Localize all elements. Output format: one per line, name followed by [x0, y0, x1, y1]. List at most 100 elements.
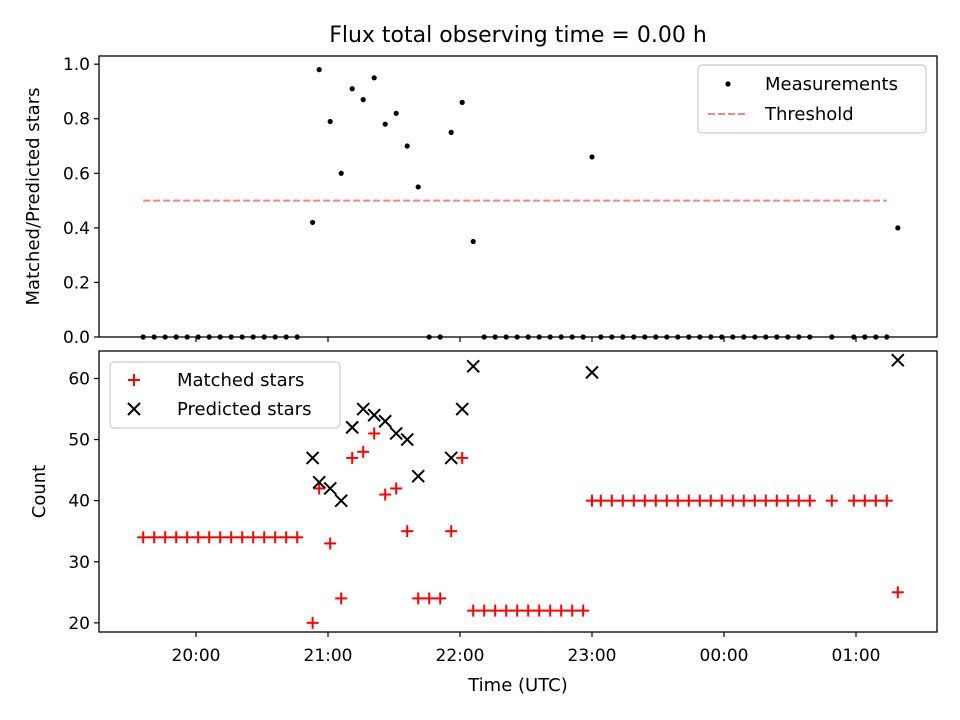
matched-star-point	[704, 494, 717, 507]
matched-star-point	[236, 531, 249, 544]
matched-star-point	[225, 531, 238, 544]
matched-star-point	[346, 451, 359, 464]
measurement-point	[459, 99, 465, 105]
count-marks	[137, 353, 905, 629]
matched-star-point	[660, 494, 673, 507]
matched-star-point	[858, 494, 871, 507]
ratio-y-tick-label: 0.6	[63, 164, 90, 184]
matched-star-point	[594, 494, 607, 507]
ratio-x-ticks	[195, 337, 857, 342]
matched-star-point	[137, 531, 150, 544]
count-y-axis-label: Count	[29, 465, 50, 518]
matched-star-point	[803, 494, 816, 507]
matched-star-point	[847, 494, 860, 507]
matched-star-point	[445, 525, 458, 538]
matched-star-point	[671, 494, 684, 507]
matched-star-point	[368, 427, 381, 440]
matched-star-point	[324, 537, 337, 550]
predicted-star-point	[389, 426, 403, 441]
matched-star-point	[577, 604, 590, 617]
predicted-star-point	[411, 469, 425, 483]
measurement-point	[316, 67, 322, 73]
measurement-point	[404, 143, 410, 149]
matched-star-point	[379, 488, 392, 501]
matched-star-point	[148, 531, 161, 544]
count-y-tick-label: 40	[68, 492, 90, 512]
matched-star-point	[291, 531, 304, 544]
x-tick-label: 22:00	[436, 646, 485, 666]
matched-star-point	[792, 494, 805, 507]
predicted-star-point	[345, 420, 359, 435]
matched-star-point	[825, 494, 838, 507]
matched-star-point	[555, 604, 568, 617]
matched-star-point	[258, 531, 271, 544]
predicted-star-point	[585, 365, 599, 380]
chart-title: Flux total observing time = 0.00 h	[329, 23, 707, 48]
matched-star-point	[192, 531, 205, 544]
measurement-point	[589, 154, 595, 160]
measurement-point	[310, 219, 316, 226]
matched-star-point	[627, 494, 640, 507]
matched-star-point	[335, 592, 348, 605]
predicted-star-point	[312, 475, 326, 490]
matched-star-point	[159, 531, 172, 544]
legend-predicted-label: Predicted stars	[177, 399, 311, 420]
ratio-y-axis-label: Matched/Predicted stars	[23, 88, 44, 306]
count-y-ticks: 20 30 40 50 60	[68, 369, 99, 634]
matched-star-point	[412, 592, 425, 605]
matched-star-point	[313, 482, 326, 495]
matched-star-point	[434, 592, 447, 605]
matched-star-point	[269, 531, 282, 544]
predicted-star-point	[378, 414, 392, 428]
matched-star-point	[682, 494, 695, 507]
matched-star-point	[214, 531, 227, 544]
matched-star-point	[357, 445, 370, 458]
count-y-tick-label: 60	[68, 369, 90, 389]
predicted-star-point	[444, 451, 458, 465]
count-x-ticks: 20:00 21:00 22:00 23:00 00:00 01:00	[172, 632, 881, 666]
matched-star-point	[306, 616, 319, 629]
matched-star-point	[390, 482, 403, 495]
matched-star-point	[533, 604, 546, 617]
x-tick-label: 00:00	[700, 646, 749, 666]
predicted-star-point	[323, 481, 337, 496]
matched-star-point	[869, 494, 882, 507]
x-tick-label: 21:00	[304, 646, 353, 666]
measurement-point	[415, 184, 421, 190]
matched-star-point	[522, 604, 535, 617]
count-plot-frame	[98, 350, 938, 633]
matched-star-point	[616, 494, 629, 507]
legend-matched-label: Matched stars	[177, 370, 304, 391]
measurement-point	[360, 97, 366, 103]
matched-star-point	[489, 604, 502, 617]
count-y-tick-label: 30	[68, 553, 90, 573]
predicted-star-point	[356, 402, 370, 416]
matched-star-point	[401, 525, 414, 538]
legend-matched-marker	[128, 374, 140, 386]
matched-star-point	[500, 604, 513, 617]
matched-star-point	[247, 531, 260, 544]
ratio-y-tick-label: 0.4	[63, 219, 90, 239]
measurement-point	[448, 129, 454, 135]
matched-star-point	[478, 604, 491, 617]
legend-predicted-marker	[127, 402, 141, 416]
measurement-point	[349, 86, 355, 92]
matched-star-point	[605, 494, 618, 507]
predicted-star-point	[305, 451, 320, 465]
measurement-point	[895, 225, 901, 231]
ratio-y-tick-label: 0.8	[63, 110, 90, 130]
count-y-tick-label: 20	[68, 614, 90, 634]
predicted-star-point	[367, 408, 381, 422]
matched-star-point	[748, 494, 761, 507]
predicted-star-point	[891, 353, 905, 367]
measurement-point	[338, 170, 344, 176]
legend-threshold-label: Threshold	[764, 104, 854, 125]
legend-measurements-marker	[725, 81, 731, 87]
measurement-point	[393, 110, 399, 116]
matched-star-point	[203, 531, 216, 544]
matched-star-point	[737, 494, 750, 507]
matched-star-point	[423, 592, 436, 605]
predicted-star-point	[455, 402, 469, 416]
predicted-star-point	[466, 359, 480, 373]
matched-star-point	[467, 604, 480, 617]
